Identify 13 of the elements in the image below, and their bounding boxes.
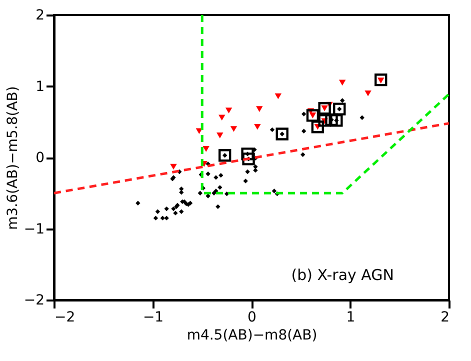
y-axis-title: m3.6(AB)−m5.8(AB) <box>4 86 21 230</box>
x-tick-label: −1 <box>142 310 164 326</box>
x-tick-label: −2 <box>54 310 76 326</box>
annotation: (b) X-ray AGN <box>291 266 394 284</box>
x-axis-title: m4.5(AB)−m8(AB) <box>186 328 318 344</box>
x-tick-label: 2 <box>440 310 450 326</box>
y-tick-label: 1 <box>36 78 44 95</box>
x-tick-label: 0 <box>248 310 256 326</box>
y-tick-label: −1 <box>24 221 44 238</box>
x-tick-label: 1 <box>346 310 356 326</box>
y-tick-label: 2 <box>36 8 44 24</box>
y-tick-label: −2 <box>24 292 44 308</box>
y-tick-label: 0 <box>36 150 44 166</box>
